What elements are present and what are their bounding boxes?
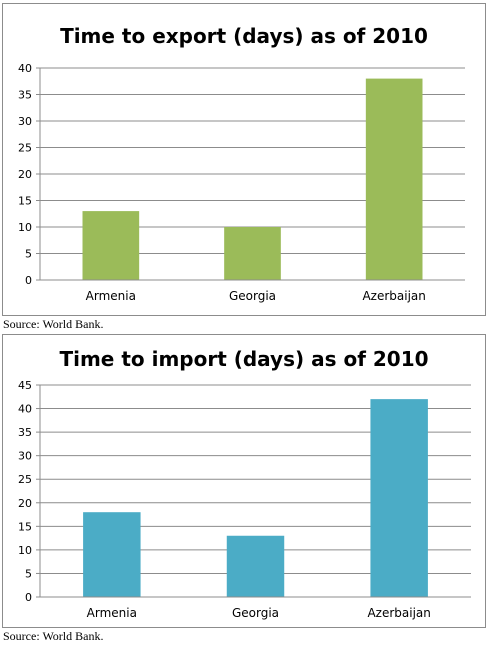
y-tick-label: 5 [25,248,32,261]
y-tick-label: 45 [18,379,32,392]
source-note: Source: World Bank. [3,629,104,643]
y-tick-label: 20 [18,497,32,510]
y-tick-label: 35 [18,89,32,102]
x-tick-label: Azerbaijan [362,289,425,303]
bar-azerbaijan [365,78,423,280]
bar-georgia [226,535,285,597]
chart-title: Time to import (days) as of 2010 [59,347,429,371]
source-note: Source: World Bank. [3,317,104,331]
bar-azerbaijan [370,399,428,597]
bar-armenia [82,211,140,280]
chart-title: Time to export (days) as of 2010 [60,24,428,48]
y-tick-label: 30 [18,115,32,128]
x-tick-label: Georgia [232,606,279,620]
y-tick-label: 40 [18,62,32,75]
y-tick-label: 0 [25,591,32,604]
x-tick-label: Georgia [229,289,276,303]
y-tick-label: 20 [18,168,32,181]
y-tick-label: 35 [18,426,32,439]
x-tick-label: Armenia [86,289,136,303]
y-tick-label: 40 [18,403,32,416]
y-tick-label: 10 [18,221,32,234]
y-tick-label: 10 [18,544,32,557]
import-chart-panel: Time to import (days) as of 2010 0 5 10 15 2… [2,334,486,628]
export-chart-panel: Time to export (days) as of 2010 0 5 10 15 2… [2,3,486,316]
x-tick-label: Azerbaijan [367,606,430,620]
export-chart-svg: 0 5 10 15 20 25 30 35 40 Armenia Georgia Azerbaijan [18,62,465,303]
bar-armenia [83,512,141,597]
y-tick-label: 0 [25,274,32,287]
y-tick-label: 15 [18,195,32,208]
y-tick-label: 30 [18,450,32,463]
y-tick-label: 15 [18,520,32,533]
import-chart-svg: 0 5 10 15 20 25 30 35 40 45 Armenia Georgia Azerbaij… [18,379,471,620]
x-tick-label: Armenia [87,606,137,620]
y-tick-label: 25 [18,473,32,486]
y-tick-label: 5 [25,567,32,580]
bar-georgia [224,227,281,280]
y-tick-label: 25 [18,142,32,155]
